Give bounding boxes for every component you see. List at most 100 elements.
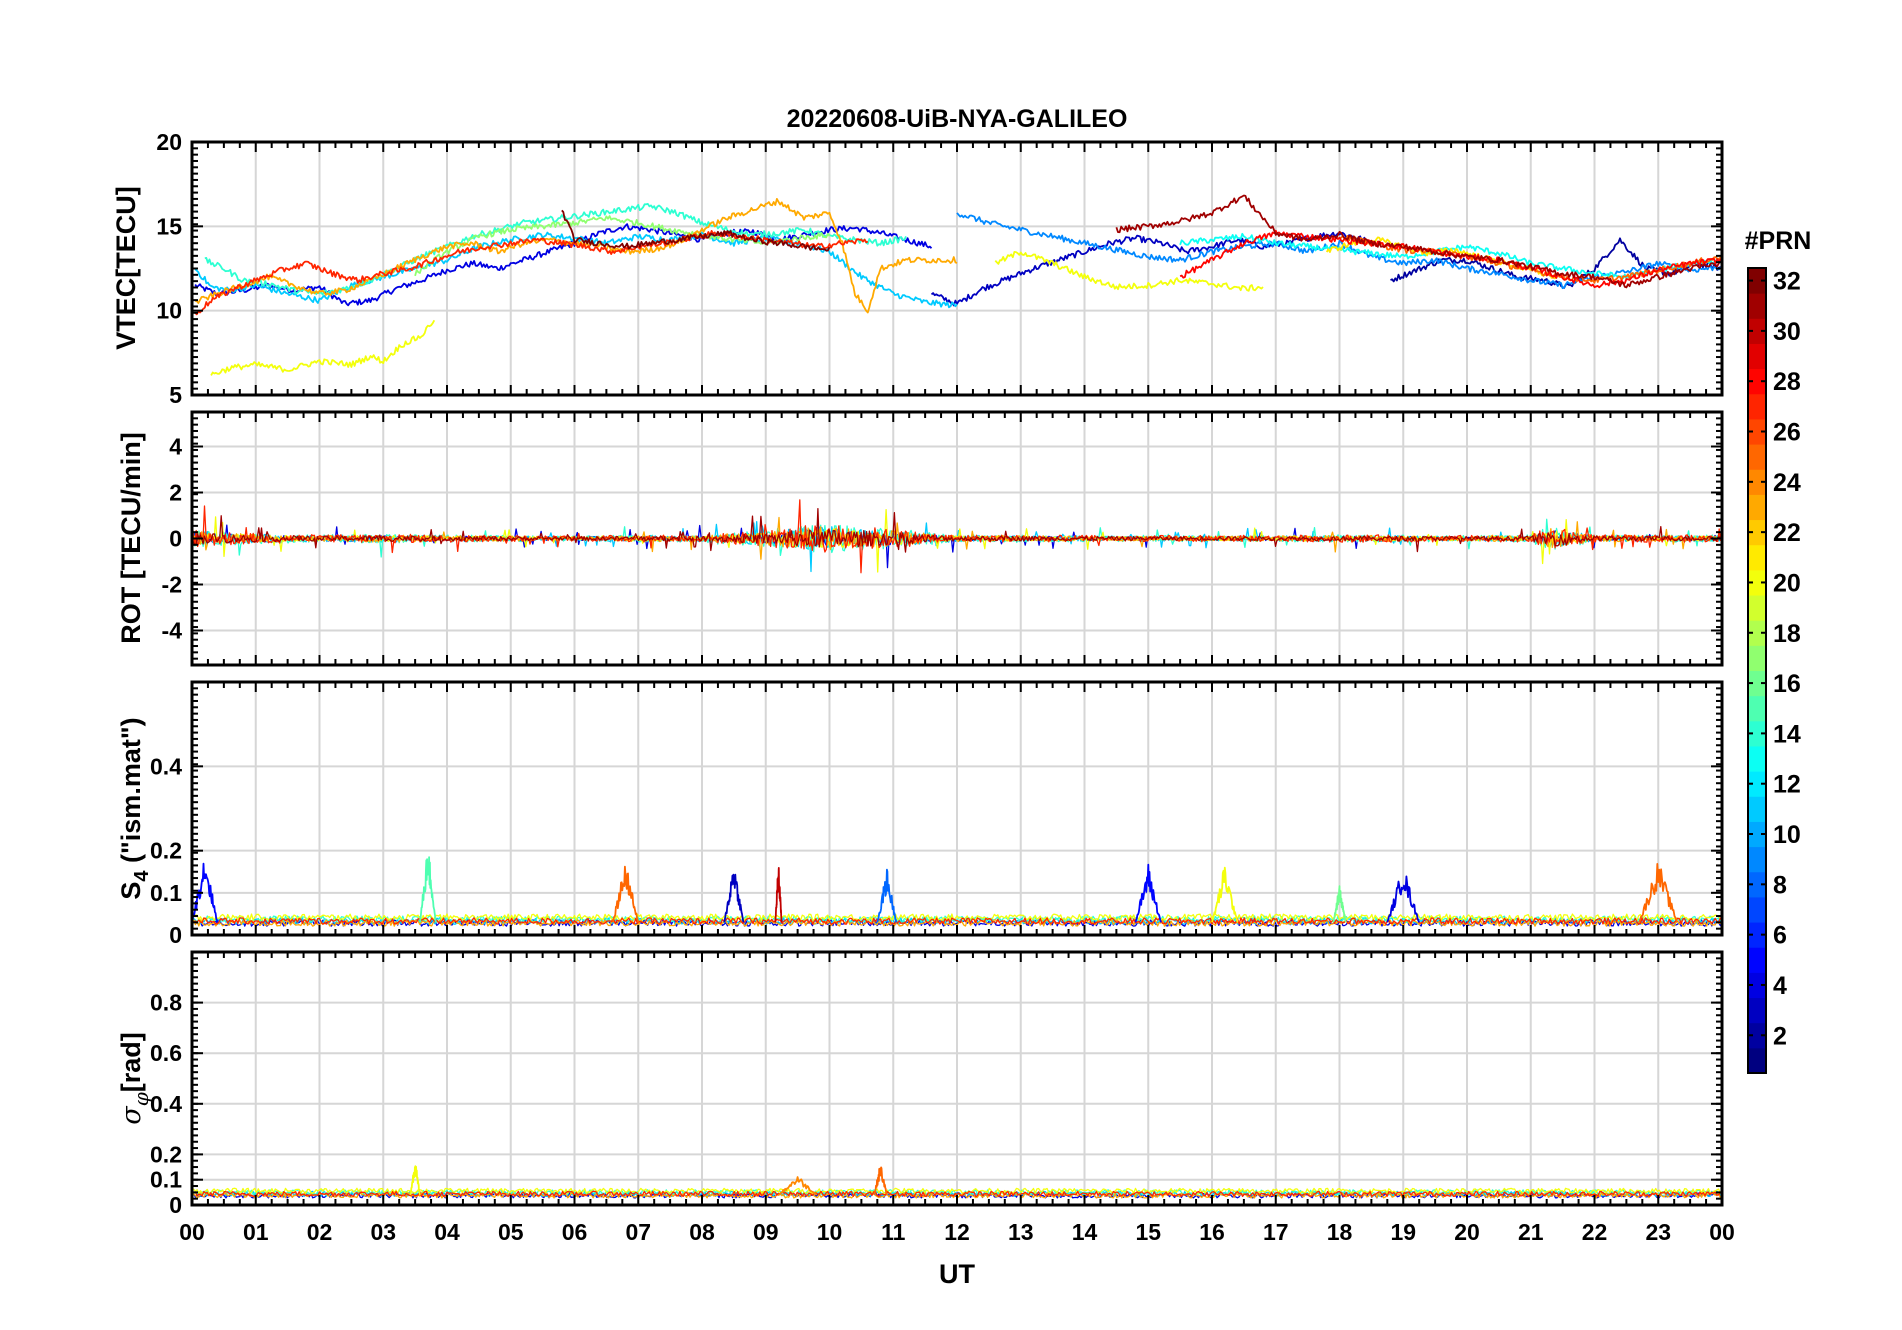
- colorbar-segment: [1748, 1047, 1766, 1074]
- colorbar-tick-label: 26: [1773, 419, 1801, 447]
- x-tick-label: 02: [307, 1219, 333, 1245]
- colorbar-segment: [1748, 821, 1766, 848]
- colorbar-segment: [1748, 268, 1766, 294]
- colorbar-tick-label: 12: [1773, 771, 1801, 799]
- prn-trace: [611, 865, 640, 923]
- x-tick-label: 07: [625, 1219, 651, 1245]
- x-tick-labels: 00 01 02 03 04 05 06 07 08 09 10 11 12 13 14 15 16 17 18 19…: [179, 1219, 1735, 1245]
- x-tick-label: 00: [179, 1219, 205, 1245]
- x-tick-label: 03: [370, 1219, 396, 1245]
- y-tick-label: 0.2: [150, 838, 182, 864]
- colorbar-tick-label: 28: [1773, 368, 1801, 396]
- colorbar-tick-label: 6: [1773, 922, 1787, 950]
- x-tick-label: 10: [817, 1219, 843, 1245]
- prn-trace: [930, 231, 1366, 307]
- colorbar-tick-label: 24: [1773, 469, 1801, 497]
- y-tick-label: 0.6: [150, 1040, 182, 1066]
- y-tick-label: 0.4: [150, 753, 182, 779]
- colorbar-segment: [1748, 393, 1766, 420]
- axes-box: [190, 680, 1724, 937]
- colorbar-segment: [1748, 896, 1766, 923]
- prn-trace: [204, 202, 907, 296]
- y-tick-label: -4: [162, 618, 183, 644]
- prn-trace: [1390, 237, 1723, 289]
- prn-trace: [1134, 863, 1162, 923]
- colorbar-segment: [1748, 947, 1766, 973]
- colorbar-segment: [1748, 620, 1766, 646]
- prn-trace: [778, 1176, 818, 1196]
- x-tick-label: 01: [243, 1219, 269, 1245]
- prn-trace: [873, 1166, 888, 1196]
- colorbar-tick-label: 14: [1773, 720, 1801, 748]
- x-tick-label: 23: [1645, 1219, 1671, 1245]
- y-tick-label: 5: [169, 382, 182, 408]
- colorbar-segment: [1748, 469, 1766, 495]
- axes-box: [190, 410, 1724, 667]
- prn-trace: [561, 209, 831, 252]
- colorbar-segment: [1748, 318, 1766, 344]
- prn-trace: [774, 867, 783, 923]
- x-tick-label: 12: [944, 1219, 970, 1245]
- colorbar-segment: [1748, 544, 1766, 571]
- vtec-y-label: VTEC[TECU]: [111, 186, 141, 350]
- colorbar-segment: [1748, 972, 1766, 999]
- y-tick-label: 20: [156, 129, 182, 155]
- colorbar-segment: [1748, 670, 1766, 697]
- colorbar-segment: [1748, 418, 1766, 445]
- colorbar-tick-label: 18: [1773, 620, 1801, 648]
- prn-trace: [1332, 885, 1347, 923]
- colorbar-segment: [1748, 1022, 1766, 1049]
- colorbar-segment: [1748, 871, 1766, 898]
- x-tick-label: 14: [1072, 1219, 1098, 1245]
- rot-panel: -4 -2 0 2 4 ROT [TECU/min]: [116, 410, 1724, 667]
- x-tick-label: 15: [1135, 1219, 1161, 1245]
- prn-trace: [409, 1165, 421, 1196]
- colorbar-segment: [1748, 720, 1766, 747]
- colorbar-segment: [1748, 293, 1766, 319]
- colorbar-segment: [1748, 997, 1766, 1024]
- colorbar-label: #PRN: [1745, 227, 1812, 255]
- x-tick-label: 22: [1582, 1219, 1608, 1245]
- y-tick-label: 0: [169, 1192, 182, 1218]
- colorbar-frame: [1747, 267, 1767, 1074]
- x-tick-label: 13: [1008, 1219, 1034, 1245]
- y-tick-label: 15: [156, 213, 182, 239]
- colorbar-tick-label: 2: [1773, 1022, 1787, 1050]
- x-tick-label: 21: [1518, 1219, 1544, 1245]
- x-tick-label: 11: [881, 1219, 906, 1245]
- x-tick-label: 20: [1454, 1219, 1480, 1245]
- sigma-phi-y-label: σφ[rad]: [116, 1032, 153, 1124]
- colorbar-tick-label: 10: [1773, 821, 1801, 849]
- colorbar-segment: [1748, 745, 1766, 772]
- x-tick-label: 18: [1327, 1219, 1353, 1245]
- y-tick-label: 10: [156, 298, 182, 324]
- prn-trace: [1386, 875, 1421, 923]
- prn-trace: [191, 917, 1723, 925]
- colorbar-segment: [1748, 343, 1766, 370]
- colorbar-tick-label: 4: [1773, 972, 1787, 1000]
- x-tick-label: 04: [434, 1219, 460, 1245]
- colorbar-segment: [1748, 695, 1766, 722]
- colorbar-tick-label: 22: [1773, 519, 1801, 547]
- y-tick-label: 0: [169, 922, 182, 948]
- prn-trace: [194, 231, 958, 309]
- prn-trace: [1211, 866, 1239, 923]
- rot-y-label: ROT [TECU/min]: [116, 432, 146, 643]
- prn-trace: [414, 215, 831, 277]
- y-tick-label: 0: [169, 526, 182, 552]
- prn-trace: [191, 913, 1723, 922]
- y-tick-label: 0.8: [150, 990, 182, 1016]
- prn-trace: [191, 508, 1723, 553]
- sigma-phi-panel: 00.10.2 0.4 0.6 0.8 σφ[rad]: [116, 950, 1724, 1218]
- x-tick-label: 17: [1263, 1219, 1289, 1245]
- colorbar-segment: [1748, 922, 1766, 948]
- colorbar-segment: [1748, 569, 1766, 596]
- x-tick-label: 19: [1390, 1219, 1416, 1245]
- vtec-panel: 5 10 15 20 VTEC[TECU]: [111, 129, 1724, 408]
- prn-trace: [210, 319, 436, 376]
- x-tick-label: 06: [562, 1219, 588, 1245]
- x-tick-label: 05: [498, 1219, 524, 1245]
- prn-trace: [876, 868, 898, 923]
- colorbar-tick-label: 32: [1773, 268, 1801, 296]
